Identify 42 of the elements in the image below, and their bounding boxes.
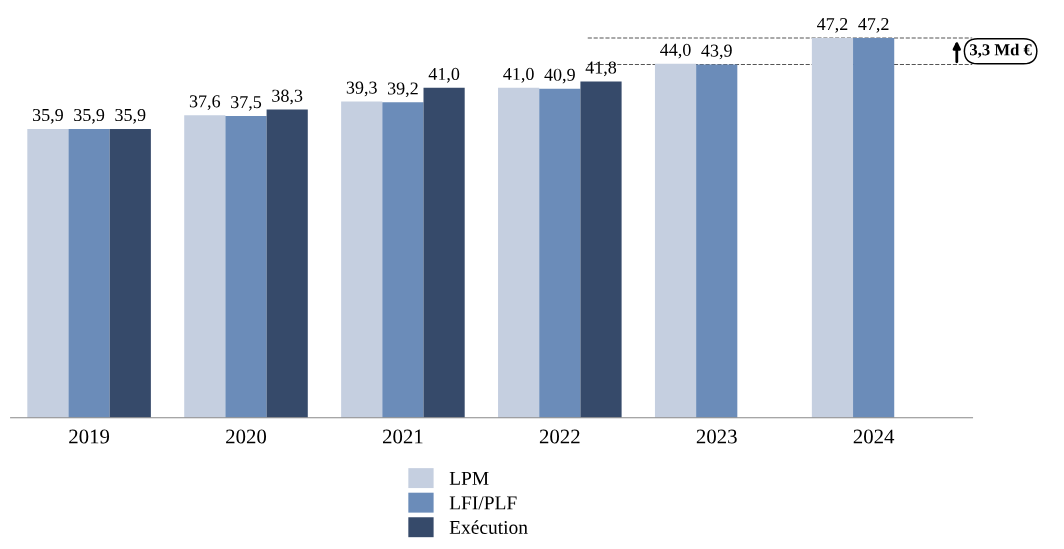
data-label: 39,2 [387, 82, 418, 98]
bar [811, 37, 854, 418]
x-tick-label: 2024 [853, 429, 895, 444]
data-label: 39,3 [346, 81, 377, 97]
bar [580, 81, 622, 418]
bar [68, 128, 110, 418]
legend-label: LPM [449, 471, 489, 485]
data-label: 35,9 [32, 108, 63, 124]
data-label: 47,2 [817, 18, 848, 33]
annotation: 3,3 Md € [969, 43, 1032, 58]
data-label: 41,0 [428, 67, 460, 83]
data-label: 37,6 [189, 95, 221, 110]
legend-label: Exécution [449, 520, 528, 534]
bar [27, 128, 69, 418]
data-label: 41,0 [503, 67, 534, 83]
x-tick-label: 2021 [383, 429, 423, 444]
bar [184, 115, 226, 418]
bar [853, 37, 895, 418]
bar [225, 116, 267, 418]
x-tick-label: 2023 [696, 429, 737, 444]
data-label: 35,9 [74, 108, 105, 124]
data-label: 44,0 [660, 43, 691, 59]
data-label: 38,3 [272, 89, 303, 105]
data-label: 47,2 [858, 18, 889, 33]
x-tick-label: 2020 [226, 429, 267, 444]
bar [696, 64, 738, 418]
bar [654, 63, 697, 418]
x-tick-label: 2022 [539, 429, 580, 444]
bar [382, 102, 424, 418]
bar [423, 87, 465, 418]
data-label: 35,9 [115, 108, 146, 124]
bar [341, 101, 383, 418]
data-label: 40,9 [544, 68, 575, 84]
data-label: 41,8 [585, 61, 617, 77]
bar [266, 109, 308, 418]
bar [498, 87, 540, 418]
bar [109, 128, 151, 418]
data-label: 37,5 [231, 96, 262, 111]
bar [539, 88, 581, 418]
legend-label: LFI/PLF [449, 496, 517, 510]
x-tick-label: 2019 [69, 429, 110, 444]
data-label: 43,9 [701, 44, 732, 60]
